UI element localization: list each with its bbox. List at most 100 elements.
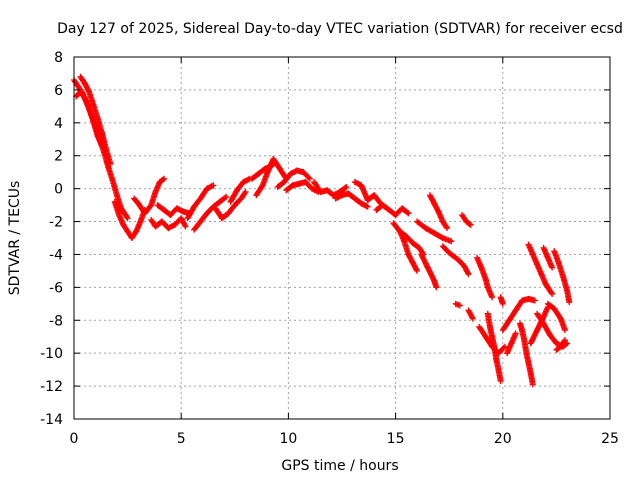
data-track: [497, 294, 506, 307]
data-point: [529, 381, 536, 388]
axis-ticks: 0 5 10 15 20 25 -14 -12 -10 -8 -6 -4 -2 0 2 4 6 8: [40, 50, 619, 447]
data-point: [124, 215, 131, 222]
y-tick-label: -14: [40, 412, 63, 428]
data-track: [544, 300, 568, 334]
data-point: [107, 160, 114, 167]
data-track: [452, 300, 463, 309]
data-track: [553, 337, 568, 353]
data-track: [504, 330, 519, 357]
data-track: [184, 182, 217, 222]
data-track: [418, 251, 440, 291]
data-point: [405, 210, 412, 217]
data-point: [223, 193, 230, 200]
data-point: [561, 338, 568, 345]
y-tick-label: -6: [49, 280, 63, 296]
data-track: [274, 167, 313, 190]
data-point: [531, 297, 538, 304]
data-track: [131, 175, 168, 217]
data-point: [242, 188, 249, 195]
data-track: [476, 323, 508, 357]
y-tick-label: -10: [40, 346, 63, 362]
data-points: [71, 73, 573, 388]
data-point: [404, 209, 411, 216]
data-track: [332, 190, 371, 210]
data-point: [512, 330, 519, 337]
y-tick-label: 8: [54, 50, 63, 66]
y-tick-label: -8: [49, 313, 63, 329]
data-point: [414, 267, 421, 274]
data-track: [77, 73, 114, 167]
data-point: [159, 176, 166, 183]
y-tick-label: -4: [49, 247, 63, 263]
data-track: [426, 192, 451, 232]
data-point: [123, 214, 130, 221]
data-track: [71, 77, 131, 222]
data-point: [364, 203, 371, 210]
data-track: [212, 188, 249, 222]
data-track: [351, 179, 384, 207]
data-track: [253, 156, 290, 199]
x-tick-label: 10: [279, 431, 297, 447]
data-point: [241, 190, 248, 197]
y-tick-label: 6: [54, 83, 63, 99]
data-point: [467, 221, 474, 228]
data-point: [376, 199, 383, 206]
data-point: [489, 294, 496, 301]
data-point: [343, 183, 350, 190]
data-track: [516, 320, 536, 388]
data-point: [456, 302, 463, 309]
y-tick-label: -12: [40, 379, 63, 395]
data-point: [443, 223, 450, 230]
data-point: [305, 174, 312, 181]
y-tick-label: 0: [54, 182, 63, 198]
data-track: [551, 248, 573, 306]
data-track: [525, 241, 556, 297]
data-point: [549, 264, 556, 271]
data-point: [98, 142, 105, 149]
data-track: [499, 295, 538, 334]
data-track: [414, 218, 455, 245]
data-track: [373, 202, 412, 218]
data-point: [566, 299, 573, 306]
grid: [74, 57, 610, 419]
data-point: [564, 340, 571, 347]
data-point: [465, 271, 472, 278]
data-point: [438, 234, 445, 241]
data-point: [161, 175, 168, 182]
x-tick-label: 5: [177, 431, 186, 447]
data-point: [466, 221, 473, 228]
data-point: [210, 182, 217, 189]
plot-frame: [73, 56, 611, 420]
data-track: [396, 228, 421, 274]
data-point: [561, 327, 568, 334]
data-track: [227, 175, 253, 205]
x-tick-label: 0: [70, 431, 79, 447]
x-tick-label: 25: [601, 431, 619, 447]
data-track: [527, 304, 551, 347]
y-tick-label: -2: [49, 215, 63, 231]
data-point: [469, 315, 476, 322]
y-tick-label: 2: [54, 149, 63, 165]
chart-title: Day 127 of 2025, Sidereal Day-to-day VTE…: [57, 21, 623, 37]
y-tick-label: 4: [54, 116, 63, 132]
data-track: [474, 254, 496, 301]
data-point: [448, 238, 455, 245]
data-point: [245, 176, 252, 183]
data-point: [548, 289, 555, 296]
data-point: [549, 290, 556, 297]
data-point: [500, 344, 507, 351]
data-point: [222, 194, 229, 201]
data-track: [484, 310, 504, 385]
data-track: [540, 244, 556, 271]
x-tick-label: 20: [494, 431, 512, 447]
data-track: [439, 243, 472, 278]
data-point: [499, 300, 506, 307]
data-point: [497, 378, 504, 385]
data-point: [556, 314, 563, 321]
data-track: [73, 88, 105, 149]
data-point: [342, 184, 349, 191]
y-axis-label: SDTVAR / TECUs: [7, 181, 23, 296]
data-point: [501, 343, 508, 350]
